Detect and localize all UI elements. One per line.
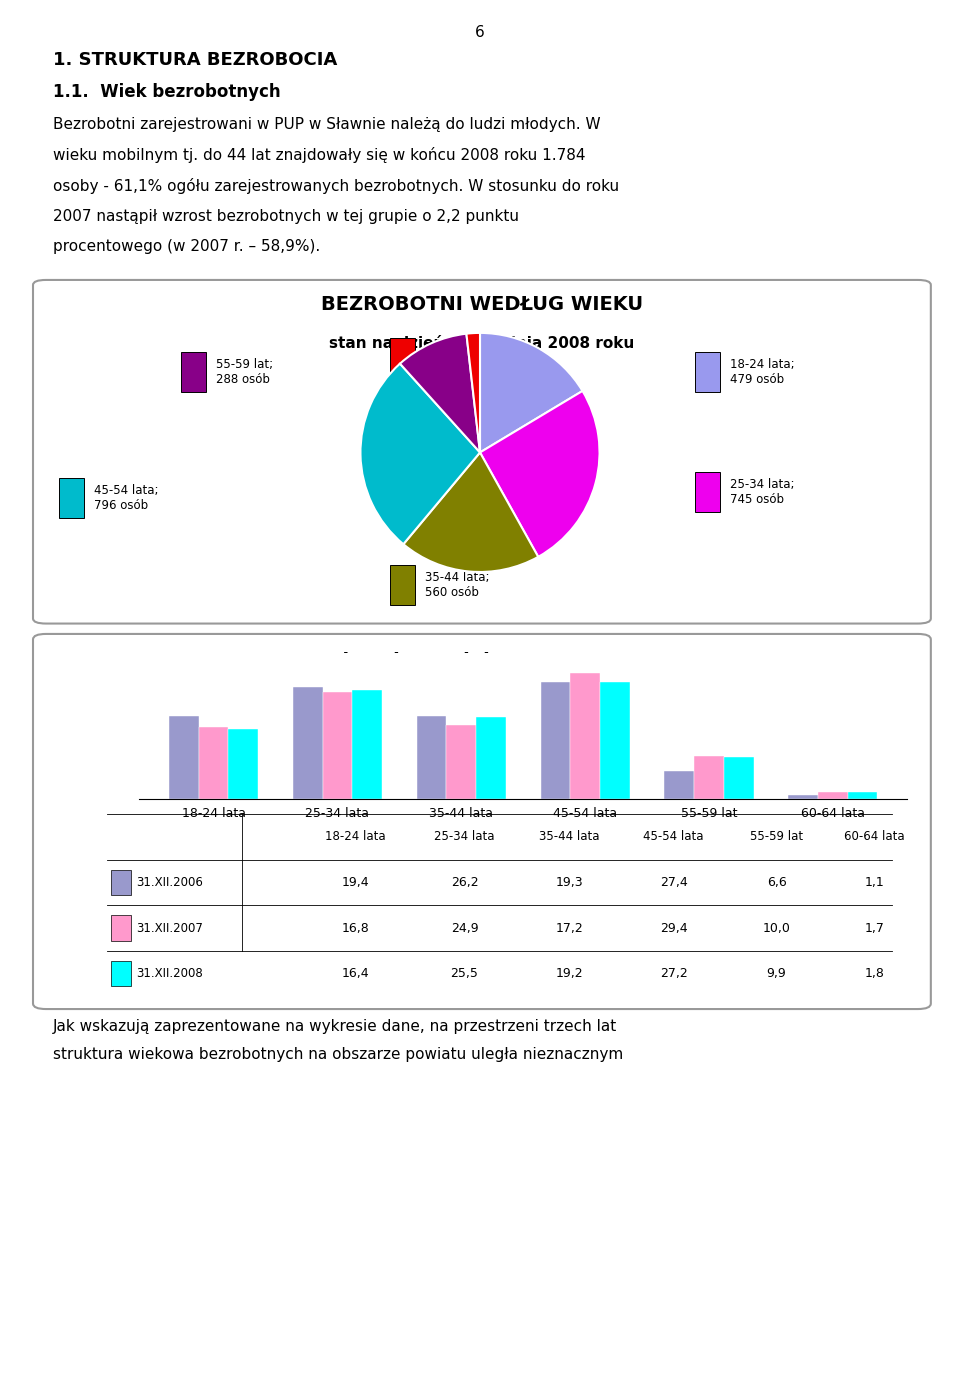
Text: 18-24 lata;
479 osób: 18-24 lata; 479 osób	[731, 357, 795, 385]
Text: Bezrobotni wg wieku - stan na 31.XII: Bezrobotni wg wieku - stan na 31.XII	[280, 652, 684, 671]
Text: 45-54 lata;
796 osób: 45-54 lata; 796 osób	[94, 485, 158, 513]
Text: 2007 nastąpił wzrost bezrobotnych w tej grupie o 2,2 punktu: 2007 nastąpił wzrost bezrobotnych w tej …	[53, 208, 518, 224]
Bar	[293, 687, 323, 799]
Bar	[788, 795, 818, 799]
Text: 16,4: 16,4	[342, 967, 370, 980]
Bar	[181, 352, 205, 392]
Text: 18-24 lata: 18-24 lata	[325, 830, 386, 844]
Text: 35-44 lata;
560 osób: 35-44 lata; 560 osób	[425, 571, 490, 599]
Bar	[724, 756, 754, 799]
Text: BEZROBOTNI WEDŁUG WIEKU: BEZROBOTNI WEDŁUG WIEKU	[321, 295, 643, 314]
Bar	[695, 471, 720, 512]
Bar	[476, 717, 506, 799]
Text: 55-59 lat: 55-59 lat	[750, 830, 804, 844]
Text: 25-34 lata: 25-34 lata	[434, 830, 494, 844]
Text: 9,9: 9,9	[767, 967, 786, 980]
Wedge shape	[480, 391, 600, 557]
Text: 25,5: 25,5	[450, 967, 478, 980]
Text: 1,1: 1,1	[864, 876, 884, 890]
Text: 27,2: 27,2	[660, 967, 687, 980]
Text: Bezrobotni zarejestrowani w PUP w Sławnie należą do ludzi młodych. W: Bezrobotni zarejestrowani w PUP w Sławni…	[53, 117, 600, 132]
Bar	[60, 478, 84, 518]
Text: 55-59 lat;
288 osób: 55-59 lat; 288 osób	[216, 357, 274, 385]
Wedge shape	[480, 334, 583, 453]
Text: 35-44 lata: 35-44 lata	[539, 830, 599, 844]
Wedge shape	[360, 364, 480, 545]
Bar	[111, 870, 131, 895]
Wedge shape	[400, 334, 480, 453]
Text: 45-54 lata: 45-54 lata	[643, 830, 704, 844]
Bar	[199, 727, 228, 799]
Text: 19,2: 19,2	[555, 967, 583, 980]
Text: 29,4: 29,4	[660, 922, 687, 934]
Text: 24,9: 24,9	[450, 922, 478, 934]
Bar	[228, 728, 258, 799]
Text: 26,2: 26,2	[450, 876, 478, 890]
Bar	[694, 756, 724, 799]
Bar	[111, 915, 131, 941]
Text: 31.XII.2007: 31.XII.2007	[136, 922, 203, 934]
Text: 60-64 lata;
53 osoby: 60-64 lata; 53 osoby	[425, 345, 490, 373]
Text: 1.1.  Wiek bezrobotnych: 1.1. Wiek bezrobotnych	[53, 83, 280, 101]
Text: 1,7: 1,7	[864, 922, 884, 934]
Bar	[169, 716, 199, 799]
Text: 1,8: 1,8	[864, 967, 884, 980]
Text: 19,3: 19,3	[555, 876, 583, 890]
Text: 6: 6	[475, 25, 485, 40]
Text: 27,4: 27,4	[660, 876, 687, 890]
Text: 31.XII.2008: 31.XII.2008	[136, 967, 203, 980]
Bar	[323, 692, 352, 799]
Bar	[352, 689, 382, 799]
Text: Jak wskazują zaprezentowane na wykresie dane, na przestrzeni trzech lat: Jak wskazują zaprezentowane na wykresie …	[53, 1019, 617, 1034]
Text: 19,4: 19,4	[342, 876, 370, 890]
Bar	[695, 352, 720, 392]
Text: procentowego (w 2007 r. – 58,9%).: procentowego (w 2007 r. – 58,9%).	[53, 239, 320, 254]
Bar	[111, 960, 131, 987]
FancyBboxPatch shape	[33, 279, 931, 624]
Bar	[417, 716, 446, 799]
Bar	[818, 792, 848, 799]
Text: stan na dzień 31 grudnia 2008 roku: stan na dzień 31 grudnia 2008 roku	[329, 335, 635, 352]
Text: 17,2: 17,2	[555, 922, 583, 934]
Bar	[391, 338, 415, 378]
Text: wieku mobilnym tj. do 44 lat znajdowały się w końcu 2008 roku 1.784: wieku mobilnym tj. do 44 lat znajdowały …	[53, 147, 586, 164]
Text: 10,0: 10,0	[762, 922, 790, 934]
Text: 60-64 lata: 60-64 lata	[844, 830, 904, 844]
Bar	[600, 682, 630, 799]
Bar	[391, 566, 415, 605]
Wedge shape	[403, 453, 539, 571]
Text: 6,6: 6,6	[767, 876, 786, 890]
Text: struktura wiekowa bezrobotnych na obszarze powiatu uległa nieznacznym: struktura wiekowa bezrobotnych na obszar…	[53, 1047, 623, 1062]
Text: (% ogółu zarejestrowanych bezrobotnych): (% ogółu zarejestrowanych bezrobotnych)	[321, 681, 643, 698]
Bar	[848, 791, 877, 799]
Bar	[570, 673, 600, 799]
Bar	[446, 726, 476, 799]
Bar	[664, 771, 694, 799]
FancyBboxPatch shape	[33, 634, 931, 1009]
Text: 1. STRUKTURA BEZROBOCIA: 1. STRUKTURA BEZROBOCIA	[53, 51, 337, 70]
Text: osoby - 61,1% ogółu zarejestrowanych bezrobotnych. W stosunku do roku: osoby - 61,1% ogółu zarejestrowanych bez…	[53, 178, 619, 195]
Bar	[540, 681, 570, 799]
Text: 31.XII.2006: 31.XII.2006	[136, 876, 203, 890]
Wedge shape	[467, 334, 480, 453]
Text: 16,8: 16,8	[342, 922, 370, 934]
Text: 25-34 lata;
745 osób: 25-34 lata; 745 osób	[731, 478, 795, 506]
